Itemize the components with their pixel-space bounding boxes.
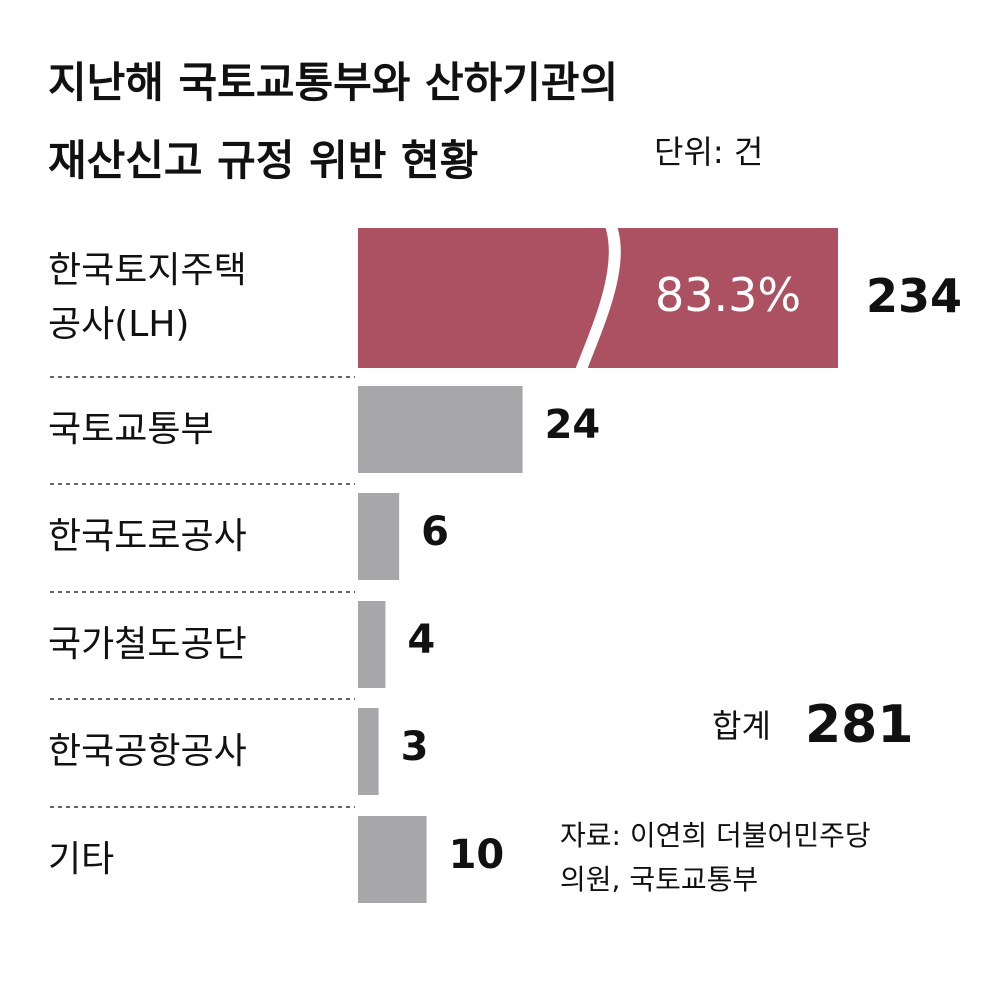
bar: [358, 228, 838, 368]
chart-title: 지난해 국토교통부와 산하기관의 재산신고 규정 위반 현황: [48, 58, 619, 185]
value-label: 10: [448, 831, 505, 878]
category-label: 국가철도공단: [48, 623, 247, 665]
bar: [358, 493, 400, 580]
category-label: 한국토지주택 공사(LH): [48, 250, 247, 345]
value-label: 24: [544, 401, 601, 448]
category-label: 한국도로공사: [48, 515, 247, 557]
value-label: 6: [421, 508, 449, 555]
axis-break: [575, 226, 621, 370]
category-label: 국토교통부: [48, 408, 214, 450]
value-label: 3: [400, 723, 429, 770]
bar: [358, 816, 427, 903]
unit-label: 단위: 건: [654, 133, 764, 171]
total-value: 281: [805, 695, 914, 755]
value-label: 234: [866, 269, 963, 323]
bar: [358, 601, 386, 688]
bar-annotation: 83.3%: [655, 268, 802, 322]
total-label: 합계: [712, 707, 771, 745]
source-note: 자료: 이연희 더불어민주당 의원, 국토교통부: [560, 819, 871, 896]
category-label: 한국공항공사: [48, 730, 247, 772]
bar: [358, 386, 523, 473]
category-label: 기타: [48, 838, 115, 880]
value-label: 4: [407, 616, 436, 663]
bar: [358, 708, 379, 795]
